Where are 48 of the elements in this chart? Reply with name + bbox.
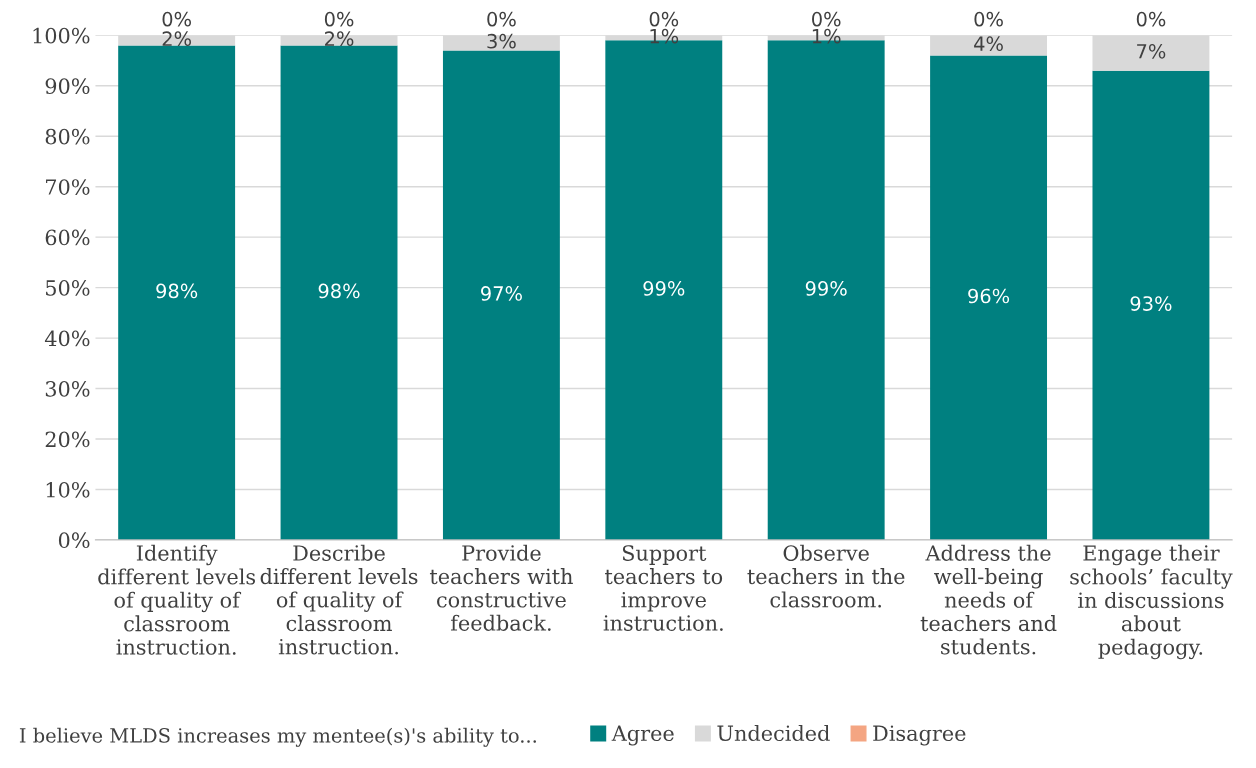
data-label: 0% bbox=[324, 11, 354, 27]
y-tick-label: 60% bbox=[45, 229, 90, 246]
y-tick-label: 80% bbox=[45, 128, 90, 145]
bar bbox=[118, 45, 236, 540]
x-tick-label: Support teachers to improve instruction. bbox=[603, 545, 723, 631]
bar bbox=[930, 55, 1048, 540]
bar bbox=[1092, 35, 1210, 71]
legend-label: Undecided bbox=[717, 724, 830, 742]
x-tick-label: Observe teachers in the classroom. bbox=[747, 544, 905, 608]
legend-label: Disagree bbox=[873, 725, 966, 746]
y-tick-label: 0% bbox=[58, 532, 90, 549]
bar bbox=[442, 50, 560, 540]
text: I believe MLDS increases my mentee(s)'s ability to... bbox=[19, 727, 536, 747]
x-tick-label: Identify different levels of quality of classroom instruction. bbox=[98, 544, 256, 655]
data-label: 98% bbox=[318, 283, 360, 299]
data-label: 97% bbox=[481, 286, 522, 301]
data-label: 0% bbox=[162, 11, 191, 27]
bar bbox=[930, 35, 1048, 56]
x-tick-label: Engage their schools’ faculty in discussions about pedagogy. bbox=[1070, 544, 1233, 660]
data-label: 0% bbox=[974, 11, 1003, 27]
y-tick-label: 30% bbox=[45, 380, 90, 397]
data-label: 96% bbox=[968, 288, 1010, 304]
y-tick-label: 90% bbox=[45, 78, 90, 94]
x-tick-label: Provide teachers with constructive feedback. bbox=[429, 544, 573, 631]
data-label: 3% bbox=[487, 33, 516, 49]
x-tick-label: Describe different levels of quality of classroom instruction. bbox=[260, 544, 418, 655]
data-label: 99% bbox=[805, 281, 847, 296]
data-label: 0% bbox=[812, 11, 841, 27]
bar bbox=[280, 45, 398, 540]
y-tick-label: 40% bbox=[44, 330, 90, 347]
bar bbox=[1092, 70, 1210, 540]
y-tick-label: 10% bbox=[46, 481, 90, 498]
data-label: 93% bbox=[1130, 296, 1172, 311]
y-tick-label: 20% bbox=[45, 431, 90, 448]
data-label: 7% bbox=[1137, 43, 1166, 59]
data-label: 98% bbox=[156, 283, 198, 299]
legend-label: Agree bbox=[611, 725, 674, 746]
data-label: 2% bbox=[162, 31, 191, 47]
data-label: 2% bbox=[325, 31, 354, 47]
y-tick-label: 70% bbox=[46, 179, 90, 195]
x-tick-label: Address the well-being needs of teachers and students. bbox=[920, 544, 1057, 655]
data-label: 0% bbox=[487, 11, 516, 27]
data-label: 0% bbox=[1136, 11, 1166, 27]
y-tick-label: 100% bbox=[33, 27, 90, 44]
data-label: 99% bbox=[643, 281, 685, 296]
y-tick-label: 50% bbox=[46, 280, 90, 296]
data-label: 4% bbox=[974, 36, 1003, 52]
data-label: 0% bbox=[649, 11, 679, 27]
